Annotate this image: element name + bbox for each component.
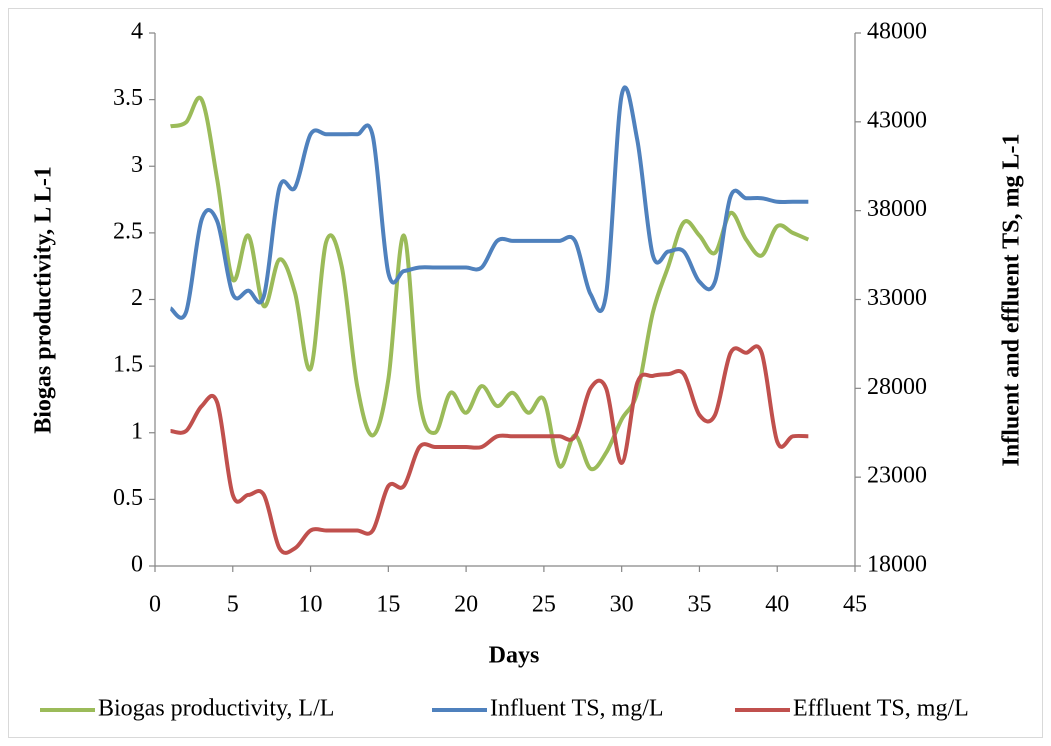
- y2-tick-label: 28000: [867, 374, 927, 400]
- x-tick-label: 25: [532, 592, 556, 618]
- y2-tick-label: 33000: [867, 285, 927, 311]
- x-tick-label: 20: [454, 592, 478, 618]
- y-axis-title: Biogas productivity, L L-1: [31, 166, 57, 434]
- y2-tick-label: 23000: [867, 463, 927, 489]
- x-tick-label: 5: [227, 592, 239, 618]
- y-tick-label: 0: [131, 552, 143, 578]
- y-tick-label: 3: [131, 152, 143, 178]
- x-axis-title: Days: [489, 643, 540, 669]
- y-tick-label: 4: [131, 19, 143, 45]
- y2-tick-label: 48000: [867, 19, 927, 45]
- y2-tick-label: 38000: [867, 196, 927, 222]
- y-tick-label: 1.5: [113, 352, 143, 378]
- data-line: [169, 85, 809, 320]
- legend-label: Effluent TS, mg/L: [793, 696, 969, 722]
- y-tick-label: 0.5: [113, 485, 143, 511]
- x-tick-label: 15: [376, 592, 400, 618]
- x-tick-label: 35: [687, 592, 711, 618]
- x-tick-label: 0: [149, 592, 161, 618]
- x-tick-label: 45: [843, 592, 867, 618]
- y2-tick-label: 43000: [867, 107, 927, 133]
- legend-label: Influent TS, mg/L: [490, 696, 664, 722]
- data-line: [170, 344, 809, 555]
- y2-tick-label: 18000: [867, 552, 927, 578]
- y-tick-label: 2: [131, 285, 143, 311]
- x-tick-label: 40: [765, 592, 789, 618]
- legend-label: Biogas productivity, L/L: [98, 696, 334, 722]
- x-tick-label: 10: [299, 592, 323, 618]
- data-line: [170, 95, 810, 472]
- y-tick-label: 1: [131, 418, 143, 444]
- x-tick-label: 30: [610, 592, 634, 618]
- y2-axis-title: Influent and effluent TS, mg L-1: [999, 134, 1025, 467]
- chart-border: [8, 8, 1043, 738]
- y-tick-label: 3.5: [113, 85, 143, 111]
- y-tick-label: 2.5: [113, 218, 143, 244]
